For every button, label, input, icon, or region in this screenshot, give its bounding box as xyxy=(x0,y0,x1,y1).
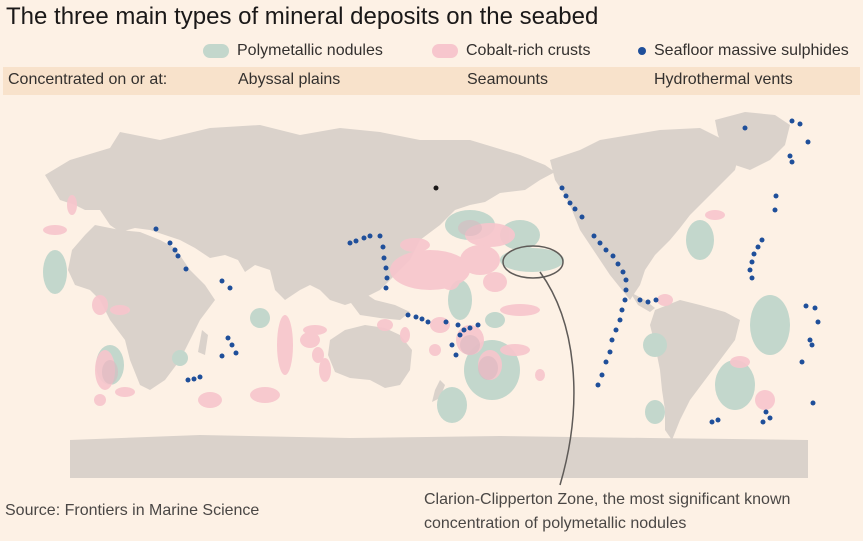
concentration-row: Concentrated on or at: Abyssal plains Se… xyxy=(3,67,860,95)
concentration-nodules: Abyssal plains xyxy=(238,71,341,88)
ccz-annotation-line-1: Clarion-Clipperton Zone, the most signif… xyxy=(424,491,791,508)
australia xyxy=(328,325,412,388)
land-masses xyxy=(45,112,808,478)
concentration-label: Concentrated on or at: xyxy=(8,71,168,88)
madagascar xyxy=(198,330,208,355)
overlap-areas xyxy=(102,220,498,384)
ccz-highlight-ring xyxy=(502,245,564,279)
legend-label-sulphides: Seafloor massive sulphides xyxy=(654,42,849,59)
new-zealand xyxy=(432,380,445,402)
legend-item-sulphides: Seafloor massive sulphides xyxy=(638,42,849,60)
concentration-sulphides: Hydrothermal vents xyxy=(654,71,793,88)
sulphides-dot-icon xyxy=(638,47,646,55)
source-note: Source: Frontiers in Marine Science xyxy=(5,502,260,519)
legend-label-crusts: Cobalt-rich crusts xyxy=(466,42,591,59)
ccz-leader-line xyxy=(539,271,575,486)
south-america xyxy=(650,300,740,440)
concentration-crusts: Seamounts xyxy=(467,71,548,88)
crusts-swatch xyxy=(432,44,458,58)
crusts-areas xyxy=(43,195,775,410)
legend: Polymetallic nodules Cobalt-rich crusts … xyxy=(0,42,863,64)
nodules-swatch xyxy=(203,44,229,58)
arctic-marker xyxy=(433,185,439,191)
japan xyxy=(392,200,410,230)
greenland xyxy=(715,112,790,170)
legend-label-nodules: Polymetallic nodules xyxy=(237,42,383,59)
africa xyxy=(68,225,215,390)
southeast-asia-islands xyxy=(345,290,410,320)
ccz-annotation-line-2: concentration of polymetallic nodules xyxy=(424,515,687,532)
north-america xyxy=(550,128,740,300)
eurasia xyxy=(45,125,555,305)
legend-item-nodules: Polymetallic nodules xyxy=(203,42,383,60)
ccz-annotation: Clarion-Clipperton Zone, the most signif… xyxy=(424,488,790,536)
sulphides-points xyxy=(153,118,821,425)
antarctica xyxy=(70,435,808,478)
chart-title: The three main types of mineral deposits… xyxy=(6,3,599,30)
legend-item-crusts: Cobalt-rich crusts xyxy=(432,42,590,60)
central-america xyxy=(630,292,655,312)
